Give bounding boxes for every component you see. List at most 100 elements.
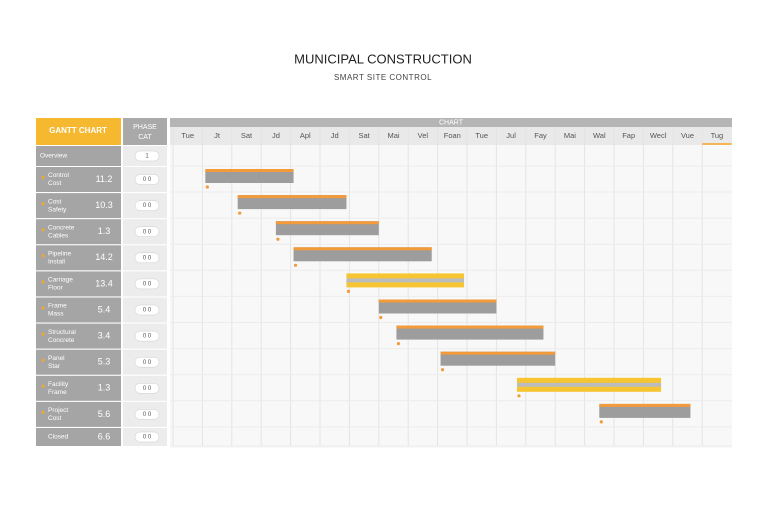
badge	[134, 200, 160, 211]
badge-text: 0 0	[143, 229, 152, 235]
badge	[134, 150, 160, 162]
row-icon	[41, 228, 45, 232]
column-label: Apl	[300, 131, 311, 140]
row-value: 13.4	[95, 278, 113, 288]
task-dot	[440, 368, 445, 372]
badge-text: 0 0	[143, 412, 152, 418]
column-label: Foan	[444, 131, 461, 140]
column-label: Vel	[418, 131, 429, 140]
row-value: 5.4	[98, 304, 111, 314]
badge	[134, 252, 160, 264]
row-label: Control	[48, 172, 70, 179]
column-label: Fay	[534, 131, 547, 140]
badge-text: 0 0	[143, 308, 152, 314]
row-icon	[41, 410, 45, 414]
row-value: 5.3	[98, 357, 111, 367]
row-label-cell	[36, 349, 121, 375]
badge-text: 0 0	[143, 281, 152, 287]
task-dot	[238, 211, 242, 215]
badge-text: 0 0	[143, 177, 152, 183]
column-label: Tue	[475, 131, 488, 140]
column-label: Jt	[214, 131, 221, 140]
row-label-cell	[36, 323, 121, 349]
task-bar	[237, 195, 347, 210]
row-icon	[41, 306, 45, 310]
column-label: Vue	[681, 131, 694, 140]
task-dot	[205, 185, 209, 189]
task-bar-top	[205, 169, 294, 172]
row-label: Concrete	[48, 337, 75, 344]
row-value: 3.4	[98, 330, 111, 340]
row-label: Facility	[48, 381, 69, 388]
column-label: Wal	[593, 131, 606, 140]
task-bar	[396, 325, 544, 340]
row-value: 10.3	[95, 200, 113, 210]
task-bar	[440, 351, 556, 366]
row-label-cell	[36, 245, 121, 271]
badge-text: 0 0	[143, 203, 152, 209]
row-label: Overview	[40, 153, 67, 160]
task-bar-inner	[346, 278, 465, 283]
row-label: Pipeline	[48, 251, 72, 258]
row-label: Frame	[48, 389, 67, 396]
month-row	[170, 127, 732, 145]
row-label-cell	[36, 271, 121, 297]
badge-text: 0 0	[143, 386, 152, 392]
column-label: Wecl	[650, 131, 667, 140]
column-title: CAT	[138, 134, 152, 141]
badge	[134, 330, 160, 342]
row-label: Carriage	[48, 277, 73, 284]
row-icon	[41, 202, 45, 206]
column-label: Mai	[387, 131, 399, 140]
row-label-cell	[36, 219, 121, 245]
row-label-cell	[36, 146, 121, 166]
column-label: Tue	[181, 131, 194, 140]
row-label: Star	[48, 363, 61, 370]
task-bar-top	[599, 403, 691, 407]
task-bar	[205, 169, 294, 183]
row-value: 14.2	[95, 252, 113, 262]
row-value: 5.6	[98, 409, 111, 419]
badge	[134, 278, 160, 290]
row-label: Install	[48, 259, 66, 266]
row-value: 11.2	[96, 174, 113, 184]
task-bar-top	[396, 325, 544, 329]
column-label: Tug	[711, 131, 724, 140]
row-label: Cables	[48, 232, 69, 239]
row-label: Cost	[48, 180, 62, 187]
badge	[134, 356, 160, 368]
task-dot	[396, 342, 401, 346]
row-label-cell	[36, 297, 121, 323]
task-bar-top	[293, 247, 432, 251]
badge-text: 0 0	[143, 360, 152, 366]
column-label: Jd	[331, 131, 339, 140]
badge	[134, 304, 160, 316]
task-bar-top	[275, 221, 379, 225]
subtitle: SMART SITE CONTROL	[334, 73, 432, 82]
column-label: Jul	[506, 131, 516, 140]
row-icon	[41, 358, 45, 362]
badge	[134, 226, 160, 237]
row-icon	[41, 176, 45, 179]
row-label-cell	[36, 428, 121, 446]
column-label: Mai	[564, 131, 576, 140]
title: MUNICIPAL CONSTRUCTION	[294, 51, 472, 66]
row-label: Concrete	[48, 224, 75, 231]
row-value: 6.6	[98, 431, 111, 441]
row-label: Frame	[48, 303, 67, 310]
task-dot	[276, 237, 280, 241]
timeline-title: CHART	[439, 119, 464, 126]
column-label: Sat	[358, 131, 370, 140]
row-value: 1.3	[98, 226, 111, 236]
badge-text: 0 0	[143, 334, 152, 340]
badge-text: 0 0	[143, 255, 152, 261]
task-bar	[293, 247, 432, 262]
column-header	[123, 118, 167, 145]
sidebar-title: GANTT CHART	[49, 126, 107, 135]
task-bar	[599, 403, 691, 418]
row-label: Project	[48, 407, 68, 414]
row-label-cell	[36, 193, 121, 219]
task-bar-top	[378, 299, 497, 303]
